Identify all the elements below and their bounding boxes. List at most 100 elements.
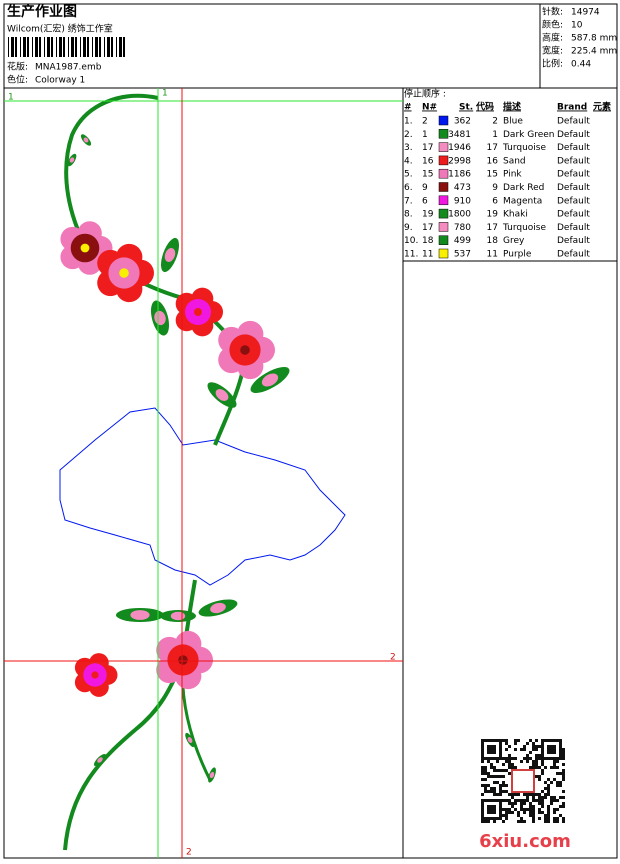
qr-cell <box>538 778 541 781</box>
qr-cell <box>502 790 505 793</box>
qr-cell <box>541 790 544 793</box>
qr-cell <box>487 775 490 778</box>
qr-cell <box>535 754 538 757</box>
qr-finder <box>547 745 556 754</box>
qr-cell <box>508 763 511 766</box>
qr-cell <box>493 820 496 823</box>
qr-cell <box>535 757 538 760</box>
qr-cell <box>487 820 490 823</box>
qr-cell <box>505 808 508 811</box>
cell: Default <box>557 223 590 233</box>
qr-cell <box>532 766 535 769</box>
cell: Default <box>557 236 590 246</box>
qr-cell <box>526 757 529 760</box>
qr-cell <box>532 763 535 766</box>
field-label: 花版: <box>7 61 28 73</box>
qr-cell <box>562 763 565 766</box>
barcode <box>8 37 125 57</box>
cell: 15 <box>422 170 433 180</box>
qr-cell <box>484 778 487 781</box>
qr-cell <box>487 760 490 763</box>
qr-cell <box>559 805 562 808</box>
qr-cell <box>481 760 484 763</box>
column-header: 代码 <box>475 101 494 113</box>
cell: 19 <box>487 210 499 220</box>
qr-cell <box>547 784 550 787</box>
qr-cell <box>490 775 493 778</box>
leaf-vein <box>69 157 75 163</box>
qr-cell <box>529 802 532 805</box>
qr-cell <box>559 814 562 817</box>
qr-cell <box>544 796 547 799</box>
qr-cell <box>508 772 511 775</box>
column-header: 元素 <box>593 101 611 113</box>
leaf-vein <box>154 310 166 326</box>
qr-cell <box>523 811 526 814</box>
cell: 3481 <box>448 130 471 140</box>
qr-cell <box>526 742 529 745</box>
cell: 4. <box>404 156 413 166</box>
qr-cell <box>514 802 517 805</box>
qr-cell <box>499 784 502 787</box>
qr-cell <box>553 820 556 823</box>
qr-cell <box>514 739 517 742</box>
qr-cell <box>535 760 538 763</box>
qr-cell <box>562 802 565 805</box>
cell: Dark Red <box>503 183 544 193</box>
qr-cell <box>502 820 505 823</box>
qr-cell <box>523 757 526 760</box>
qr-cell <box>553 778 556 781</box>
qr-cell <box>508 811 511 814</box>
qr-cell <box>532 748 535 751</box>
cell: Default <box>557 143 590 153</box>
qr-cell <box>562 748 565 751</box>
qr-cell <box>517 811 520 814</box>
cell: 17 <box>487 223 498 233</box>
qr-cell <box>508 793 511 796</box>
qr-cell <box>481 778 484 781</box>
qr-cell <box>502 808 505 811</box>
qr-cell <box>505 790 508 793</box>
qr-cell <box>553 796 556 799</box>
qr-cell <box>481 769 484 772</box>
qr-cell <box>505 817 508 820</box>
qr-cell <box>511 796 514 799</box>
qr-cell <box>511 811 514 814</box>
qr-cell <box>523 799 526 802</box>
qr-cell <box>547 790 550 793</box>
bar <box>75 37 77 57</box>
qr-cell <box>550 781 553 784</box>
qr-cell <box>559 781 562 784</box>
qr-cell <box>505 784 508 787</box>
qr-cell <box>541 760 544 763</box>
qr-cell <box>538 754 541 757</box>
qr-cell <box>493 775 496 778</box>
qr-cell <box>484 787 487 790</box>
qr-cell <box>553 811 556 814</box>
bar <box>11 37 14 57</box>
qr-cell <box>502 775 505 778</box>
qr-cell <box>559 772 562 775</box>
qr-cell <box>502 769 505 772</box>
qr-cell <box>529 814 532 817</box>
qr-cell <box>532 796 535 799</box>
stat-value: 225.4 mm <box>571 47 617 57</box>
qr-cell <box>499 787 502 790</box>
qr-cell <box>547 778 550 781</box>
bar <box>104 37 105 57</box>
stat-label: 颜色: <box>542 19 563 31</box>
qr-code <box>481 739 565 823</box>
swatch <box>438 195 449 206</box>
cell: 15 <box>487 170 498 180</box>
leaf-vein <box>83 137 89 143</box>
qr-cell <box>529 811 532 814</box>
qr-finder <box>487 745 496 754</box>
qr-cell <box>508 760 511 763</box>
qr-cell <box>508 808 511 811</box>
qr-cell <box>520 748 523 751</box>
qr-cell <box>484 766 487 769</box>
leaf-vein <box>215 389 229 401</box>
qr-cell <box>505 742 508 745</box>
qr-cell <box>538 808 541 811</box>
qr-cell <box>520 820 523 823</box>
